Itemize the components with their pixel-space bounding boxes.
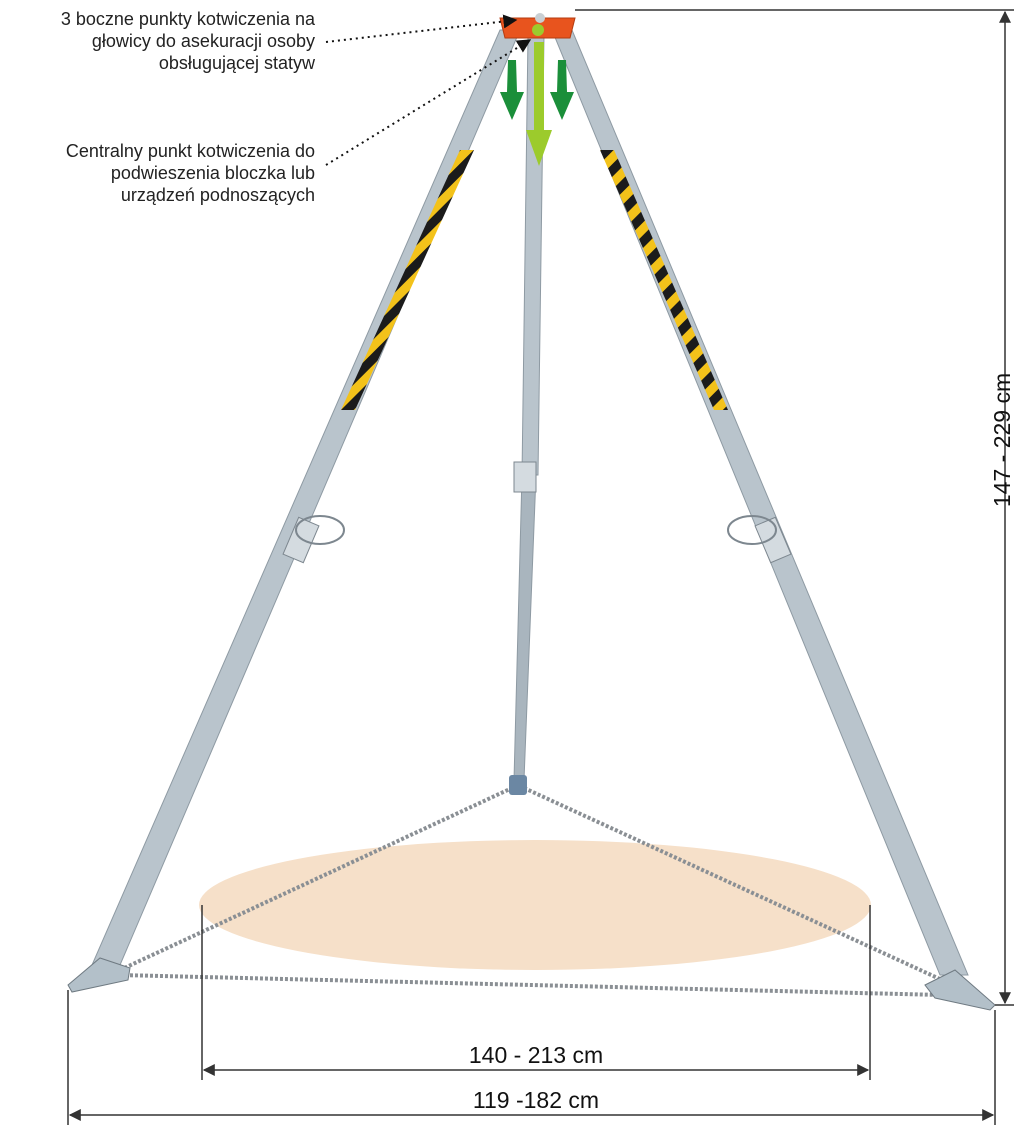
central-anchor-callout: Centralny punkt kotwiczenia do podwiesze… [65,141,315,205]
central-anchor-arrow [526,42,552,166]
side-anchor-leader [325,14,518,43]
right-foot [924,969,996,1011]
center-leg-clamp [513,461,537,493]
central-anchor-leader [325,39,532,166]
dimension-lines [67,9,1014,1125]
tripod-head [499,13,576,39]
left-leg-clamp [282,516,320,564]
chains [119,786,943,997]
side-anchor-callout: 3 boczne punkty kotwiczenia na głowicy d… [60,9,315,73]
load-arrows [500,42,574,166]
chain-left [119,786,513,972]
right-leg-clamp [754,516,792,564]
center-leg-foot-ring [509,775,527,795]
right-leg-ring [727,515,777,545]
central-anchor-ring [532,24,544,36]
chain-right [523,786,943,982]
right-leg [551,29,969,976]
left-foot [67,957,131,993]
right-anchor-arrow [550,60,574,120]
left-leg-ring [295,515,345,545]
inner-width-label: 140 - 213 cm [469,1042,603,1068]
chain-bottom [119,973,943,997]
height-label: 147 - 229 cm [989,373,1015,507]
working-area [199,840,871,970]
outer-width-label: 119 -182 cm [473,1087,599,1113]
left-anchor-arrow [500,60,524,120]
